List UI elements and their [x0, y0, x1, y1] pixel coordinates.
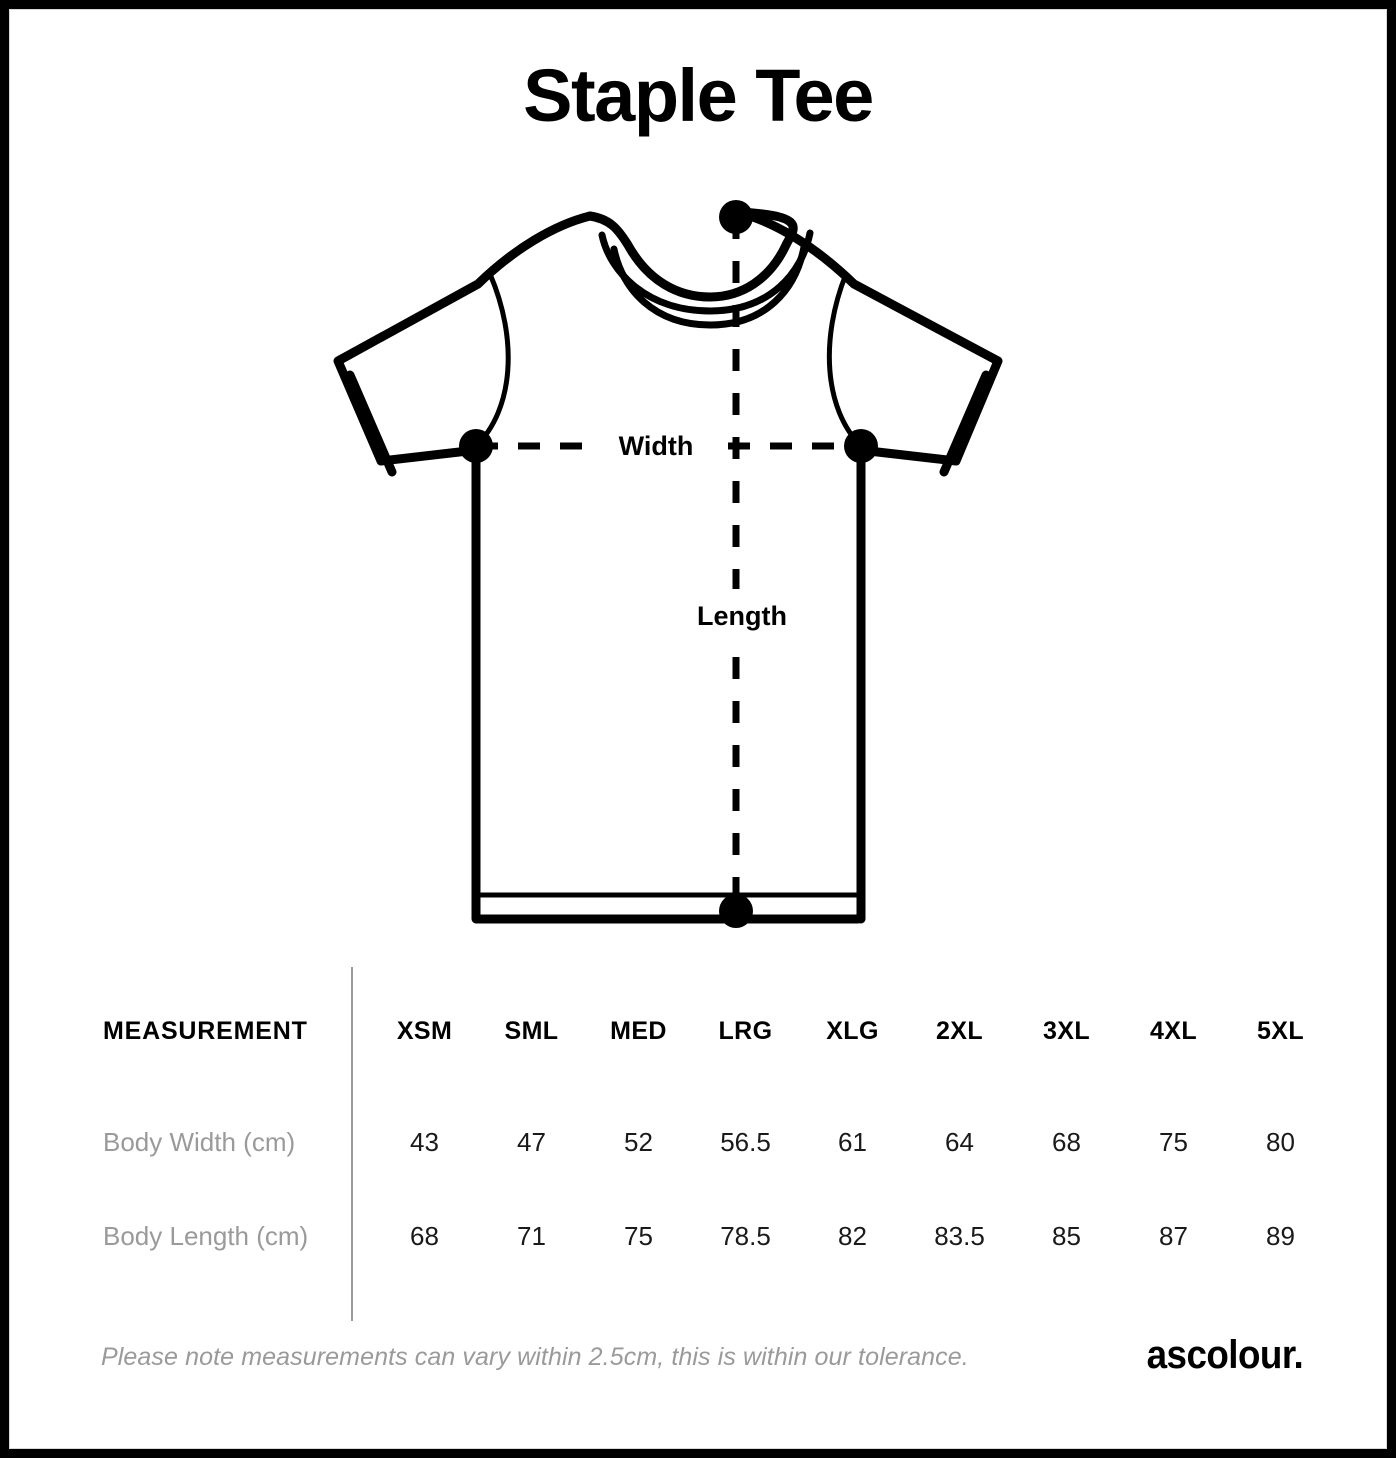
cell-body-length-xsm: 68 [410, 1220, 439, 1251]
length-label-backdrop [670, 589, 814, 641]
marker-shoulder-neck [719, 200, 753, 234]
row-label-body-length: Body Length (cm) [103, 1220, 309, 1251]
tee-diagram: Width Length [9, 189, 1387, 949]
marker-width-right [844, 429, 878, 463]
table-vertical-divider [351, 967, 353, 1321]
header-measurement: MEASUREMENT [103, 1016, 308, 1045]
header-size-sml: SML [504, 1016, 559, 1045]
cell-body-width-sml: 47 [517, 1126, 546, 1157]
cell-body-length-5xl: 89 [1266, 1220, 1295, 1251]
width-label: Width [619, 431, 694, 461]
width-label-backdrop [593, 421, 719, 471]
length-label: Length [697, 601, 787, 631]
marker-width-left [459, 429, 493, 463]
measurements-table-area: MEASUREMENT XSM SML MED LRG XLG 2XL 3XL … [9, 967, 1387, 1327]
cell-body-width-5xl: 80 [1266, 1126, 1295, 1157]
tee-left-cuff [345, 370, 397, 477]
cell-body-length-xlg: 82 [838, 1220, 867, 1251]
header-size-4xl: 4XL [1149, 1016, 1198, 1045]
cell-body-length-3xl: 85 [1052, 1220, 1081, 1251]
cell-body-length-lrg: 78.5 [720, 1220, 771, 1251]
table-header-row: MEASUREMENT XSM SML MED LRG XLG 2XL 3XL … [89, 967, 1334, 1095]
brand-logo: ascolour. [1146, 1333, 1303, 1377]
row-label-body-width: Body Width (cm) [103, 1126, 296, 1157]
header-size-xlg: XLG [826, 1016, 879, 1045]
footer: Please note measurements can vary within… [9, 1331, 1387, 1401]
tee-right-armhole-seam [826, 271, 864, 449]
tee-right-outline [731, 207, 1003, 924]
cell-body-length-4xl: 87 [1159, 1220, 1188, 1251]
tee-left-outline [333, 211, 863, 924]
page-title: Staple Tee [523, 54, 874, 137]
table-row: Body Width (cm) 43 47 52 56.5 61 64 68 7… [89, 1095, 1334, 1189]
header-size-med: MED [610, 1016, 667, 1045]
cell-body-width-med: 52 [624, 1126, 653, 1157]
cell-body-width-lrg: 56.5 [720, 1126, 771, 1157]
cell-body-length-sml: 71 [517, 1220, 546, 1251]
tee-right-cuff [939, 370, 991, 477]
tee-left-armhole-seam [473, 271, 511, 449]
tee-collar-inner [610, 243, 808, 329]
cell-body-length-2xl: 83.5 [934, 1220, 985, 1251]
cell-body-width-4xl: 75 [1159, 1126, 1188, 1157]
marker-hem-center [719, 894, 753, 928]
cell-body-width-2xl: 64 [945, 1126, 974, 1157]
header-size-5xl: 5XL [1256, 1016, 1305, 1045]
header-size-lrg: LRG [718, 1016, 773, 1045]
tolerance-note: Please note measurements can vary within… [101, 1343, 969, 1371]
cell-body-width-xlg: 61 [838, 1126, 867, 1157]
header-size-3xl: 3XL [1042, 1016, 1091, 1045]
header-size-xsm: XSM [396, 1016, 453, 1045]
header-size-2xl: 2XL [935, 1016, 984, 1045]
cell-body-width-xsm: 43 [410, 1126, 439, 1157]
table-row: Body Length (cm) 68 71 75 78.5 82 83.5 8… [89, 1189, 1334, 1283]
cell-body-width-3xl: 68 [1052, 1126, 1081, 1157]
tee-collar-outer [585, 207, 798, 302]
measurements-table: MEASUREMENT XSM SML MED LRG XLG 2XL 3XL … [89, 967, 1334, 1283]
cell-body-length-med: 75 [624, 1220, 653, 1251]
tee-illustration-svg: Width Length [333, 200, 1003, 928]
